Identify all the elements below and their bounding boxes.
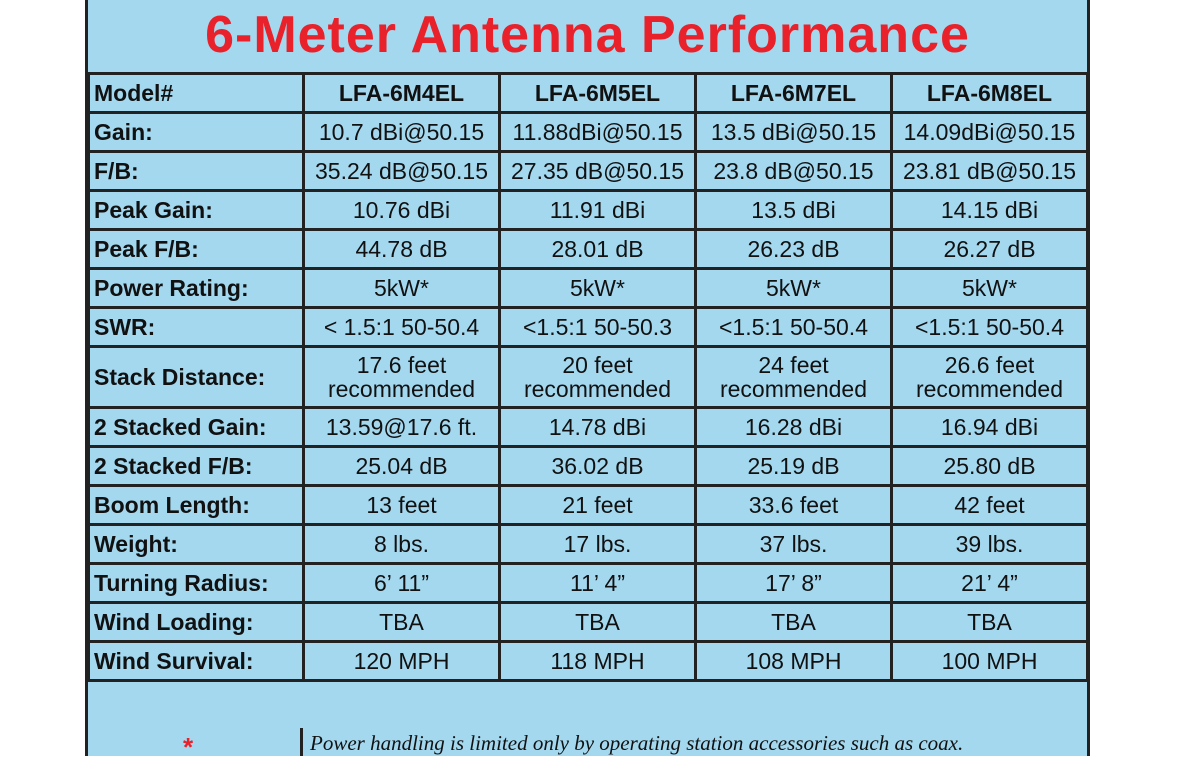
row-label: Wind Survival: <box>87 640 305 682</box>
row: F/B: 35.24 dB@50.15 27.35 dB@50.15 23.8 dB@… <box>87 150 1089 192</box>
cell: 25.04 dB <box>302 445 501 487</box>
cell: 21 feet <box>498 484 697 526</box>
cell: 16.28 dBi <box>694 406 893 448</box>
row-label: Stack Distance: <box>87 345 305 409</box>
cell: 33.6 feet <box>694 484 893 526</box>
cell: 39 lbs. <box>890 523 1089 565</box>
row-label: Peak Gain: <box>87 189 305 231</box>
footnote: * Power handling is limited only by oper… <box>88 728 1088 762</box>
cell: 11.88dBi@50.15 <box>498 111 697 153</box>
cell: 25.19 dB <box>694 445 893 487</box>
spec-table: Model# LFA-6M4EL LFA-6M5EL LFA-6M7EL LFA-6M8… <box>87 72 1089 682</box>
cell: 5kW* <box>302 267 501 309</box>
cell: TBA <box>498 601 697 643</box>
column-header: LFA-6M7EL <box>694 72 893 114</box>
cell: TBA <box>302 601 501 643</box>
row: Peak Gain: 10.76 dBi 11.91 dBi 13.5 dBi 14.1… <box>87 189 1089 231</box>
column-header: Model# <box>87 72 305 114</box>
row: Gain: 10.7 dBi@50.15 11.88dBi@50.15 13.5 dB… <box>87 111 1089 153</box>
cell: <1.5:1 50-50.3 <box>498 306 697 348</box>
row: 2 Stacked Gain: 13.59@17.6 ft. 14.78 dBi 16… <box>87 406 1089 448</box>
row: Boom Length: 13 feet 21 feet 33.6 feet 42 fe… <box>87 484 1089 526</box>
header-row: Model# LFA-6M4EL LFA-6M5EL LFA-6M7EL LFA-6M8… <box>87 72 1089 114</box>
cell: TBA <box>890 601 1089 643</box>
panel: 6-Meter Antenna Performance Model# LFA-6M… <box>85 0 1090 762</box>
cell: 17 lbs. <box>498 523 697 565</box>
cell: 100 MPH <box>890 640 1089 682</box>
cell: 25.80 dB <box>890 445 1089 487</box>
cell: 8 lbs. <box>302 523 501 565</box>
cell: 23.8 dB@50.15 <box>694 150 893 192</box>
cell: < 1.5:1 50-50.4 <box>302 306 501 348</box>
cell: 5kW* <box>694 267 893 309</box>
cell: 13 feet <box>302 484 501 526</box>
cell: 16.94 dBi <box>890 406 1089 448</box>
cell: 17’ 8” <box>694 562 893 604</box>
cell: 20 feet recommended <box>498 345 697 409</box>
row: Turning Radius: 6’ 11” 11’ 4” 17’ 8” 21’ 4” <box>87 562 1089 604</box>
cell: 5kW* <box>498 267 697 309</box>
cell: 120 MPH <box>302 640 501 682</box>
cell: 6’ 11” <box>302 562 501 604</box>
cell: 24 feet recommended <box>694 345 893 409</box>
row: SWR: < 1.5:1 50-50.4 <1.5:1 50-50.3 <1.5:1 … <box>87 306 1089 348</box>
cell: 108 MPH <box>694 640 893 682</box>
row: Peak F/B: 44.78 dB 28.01 dB 26.23 dB 26.27 d… <box>87 228 1089 270</box>
footnote-marker: * <box>183 732 194 762</box>
row-label: Power Rating: <box>87 267 305 309</box>
row-label: SWR: <box>87 306 305 348</box>
cell: 36.02 dB <box>498 445 697 487</box>
cell: 26.6 feet recommended <box>890 345 1089 409</box>
cell: 14.78 dBi <box>498 406 697 448</box>
cell: 14.15 dBi <box>890 189 1089 231</box>
cell: <1.5:1 50-50.4 <box>890 306 1089 348</box>
footnote-text: Power handling is limited only by operat… <box>310 731 964 755</box>
row: Weight: 8 lbs. 17 lbs. 37 lbs. 39 lbs. <box>87 523 1089 565</box>
row-label: Peak F/B: <box>87 228 305 270</box>
cell: <1.5:1 50-50.4 <box>694 306 893 348</box>
cell: 37 lbs. <box>694 523 893 565</box>
cell: 35.24 dB@50.15 <box>302 150 501 192</box>
cell: 10.76 dBi <box>302 189 501 231</box>
title: 6-Meter Antenna Performance <box>205 6 970 64</box>
row: 2 Stacked F/B: 25.04 dB 36.02 dB 25.19 dB 25… <box>87 445 1089 487</box>
cell: 11.91 dBi <box>498 189 697 231</box>
cell: 44.78 dB <box>302 228 501 270</box>
cell: 27.35 dB@50.15 <box>498 150 697 192</box>
cell: 13.5 dBi <box>694 189 893 231</box>
row-label: Gain: <box>87 111 305 153</box>
cell: 5kW* <box>890 267 1089 309</box>
column-header: LFA-6M8EL <box>890 72 1089 114</box>
row-label: 2 Stacked Gain: <box>87 406 305 448</box>
cell: 42 feet <box>890 484 1089 526</box>
cell: 14.09dBi@50.15 <box>890 111 1089 153</box>
row: Wind Survival: 120 MPH 118 MPH 108 MPH 100 M… <box>87 640 1089 682</box>
cell: 11’ 4” <box>498 562 697 604</box>
row-label: Turning Radius: <box>87 562 305 604</box>
row-label: Boom Length: <box>87 484 305 526</box>
column-header: LFA-6M4EL <box>302 72 501 114</box>
cell: 23.81 dB@50.15 <box>890 150 1089 192</box>
column-header: LFA-6M5EL <box>498 72 697 114</box>
row-label: Wind Loading: <box>87 601 305 643</box>
row-label: Weight: <box>87 523 305 565</box>
cell: 26.23 dB <box>694 228 893 270</box>
cell: 13.5 dBi@50.15 <box>694 111 893 153</box>
row: Wind Loading: TBA TBA TBA TBA <box>87 601 1089 643</box>
cell: 21’ 4” <box>890 562 1089 604</box>
cell: 26.27 dB <box>890 228 1089 270</box>
row: Power Rating: 5kW* 5kW* 5kW* 5kW* <box>87 267 1089 309</box>
cell: 28.01 dB <box>498 228 697 270</box>
cell: 17.6 feet recommended <box>302 345 501 409</box>
row-label: 2 Stacked F/B: <box>87 445 305 487</box>
row: Stack Distance: 17.6 feet recommended 20 f… <box>87 345 1089 409</box>
cell: TBA <box>694 601 893 643</box>
row-label: F/B: <box>87 150 305 192</box>
cell: 13.59@17.6 ft. <box>302 406 501 448</box>
cell: 10.7 dBi@50.15 <box>302 111 501 153</box>
cell: 118 MPH <box>498 640 697 682</box>
divider <box>300 728 303 756</box>
